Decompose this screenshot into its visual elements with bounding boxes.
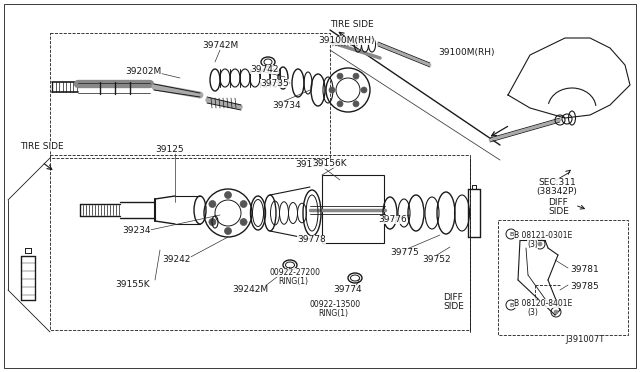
Text: B: B xyxy=(509,303,513,308)
Bar xyxy=(50,155,470,330)
Text: (3): (3) xyxy=(527,308,538,317)
Text: 39242: 39242 xyxy=(162,255,190,264)
Text: J391007T: J391007T xyxy=(565,335,604,344)
Circle shape xyxy=(538,242,542,246)
Text: 39156K: 39156K xyxy=(312,159,347,168)
Text: 39735: 39735 xyxy=(260,79,289,88)
Text: 39100M(RH): 39100M(RH) xyxy=(438,48,495,57)
Circle shape xyxy=(225,192,232,199)
Text: 39752: 39752 xyxy=(422,255,451,264)
Text: TIRE SIDE: TIRE SIDE xyxy=(20,142,63,151)
Text: SIDE: SIDE xyxy=(443,302,464,311)
Text: 39778: 39778 xyxy=(297,235,326,244)
Circle shape xyxy=(353,101,359,107)
Circle shape xyxy=(209,201,216,208)
Circle shape xyxy=(240,218,247,225)
Text: 39742: 39742 xyxy=(250,65,278,74)
Circle shape xyxy=(554,310,558,314)
Text: 00922-27200: 00922-27200 xyxy=(270,268,321,277)
Text: SIDE: SIDE xyxy=(548,207,569,216)
Text: 39234: 39234 xyxy=(122,226,150,235)
Text: 39774: 39774 xyxy=(333,285,362,294)
Text: RING(1): RING(1) xyxy=(318,309,348,318)
Text: 39242M: 39242M xyxy=(232,285,268,294)
Text: 39125: 39125 xyxy=(155,145,184,154)
Circle shape xyxy=(337,73,343,79)
Text: 39742M: 39742M xyxy=(202,41,238,50)
Text: 39776: 39776 xyxy=(378,215,407,224)
Text: 39100M(RH): 39100M(RH) xyxy=(318,36,374,45)
Bar xyxy=(322,175,384,243)
Text: RING(1): RING(1) xyxy=(278,277,308,286)
Text: 39734: 39734 xyxy=(272,101,301,110)
Text: TIRE SIDE: TIRE SIDE xyxy=(330,20,374,29)
Circle shape xyxy=(209,218,216,225)
Circle shape xyxy=(225,228,232,234)
Text: 39126-: 39126- xyxy=(295,160,327,169)
Text: DIFF: DIFF xyxy=(443,293,463,302)
Circle shape xyxy=(361,87,367,93)
Text: SEC.311: SEC.311 xyxy=(538,178,576,187)
Text: (3): (3) xyxy=(527,240,538,249)
Circle shape xyxy=(337,101,343,107)
Text: B: B xyxy=(509,232,513,237)
Text: B 08121-0301E: B 08121-0301E xyxy=(514,231,572,240)
Text: 39155K: 39155K xyxy=(115,280,150,289)
Bar xyxy=(498,220,628,335)
Circle shape xyxy=(329,87,335,93)
Circle shape xyxy=(240,201,247,208)
Circle shape xyxy=(353,73,359,79)
Text: DIFF: DIFF xyxy=(548,198,568,207)
Text: (38342P): (38342P) xyxy=(536,187,577,196)
Bar xyxy=(50,33,330,158)
Text: 39775: 39775 xyxy=(390,248,419,257)
Text: 39785: 39785 xyxy=(570,282,599,291)
Text: B 08120-8401E: B 08120-8401E xyxy=(514,299,572,308)
Text: 39202M: 39202M xyxy=(125,67,161,76)
Text: 00922-13500: 00922-13500 xyxy=(310,300,361,309)
Text: 39781: 39781 xyxy=(570,265,599,274)
